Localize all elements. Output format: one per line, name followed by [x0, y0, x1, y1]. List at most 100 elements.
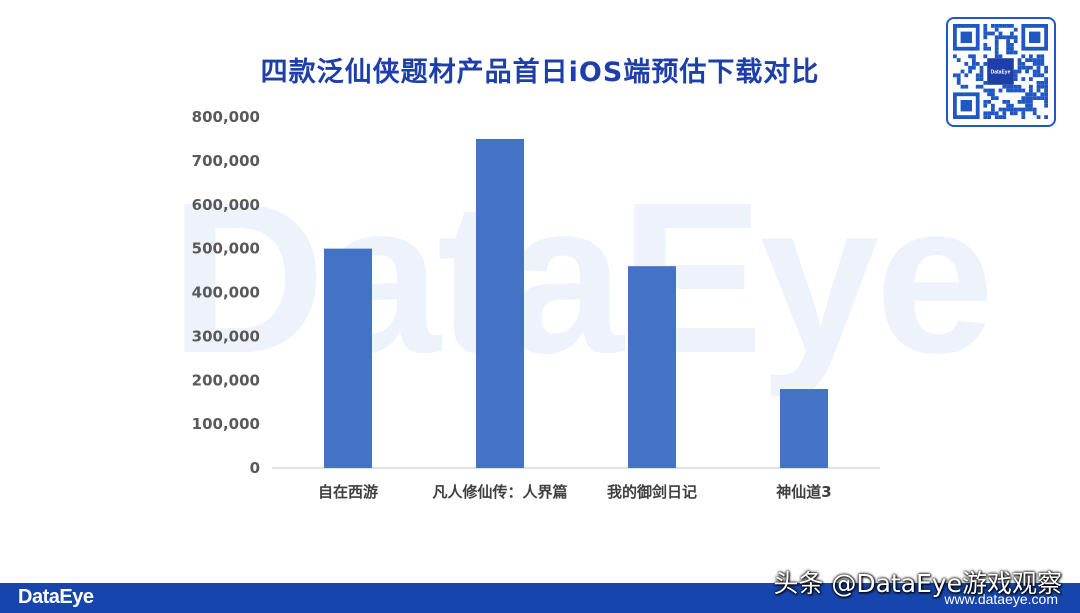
qr-module — [1017, 65, 1022, 70]
qr-module — [968, 54, 972, 59]
bar-chart: 0 100,000 200,000 300,000 400,000 500,000 600,… — [192, 108, 880, 501]
qr-module — [953, 54, 957, 59]
qr-module — [972, 54, 976, 59]
qr-module — [1013, 107, 1018, 112]
qr-module — [1036, 73, 1041, 78]
qr-module — [1021, 62, 1026, 66]
y-tick-label: 300,000 — [192, 327, 260, 345]
qr-module — [987, 46, 991, 51]
qr-module — [979, 73, 984, 78]
qr-module — [1021, 54, 1026, 59]
qr-module — [1010, 84, 1014, 89]
qr-module — [998, 115, 1003, 119]
qr-module — [1032, 73, 1037, 78]
qr-module — [1013, 88, 1018, 93]
qr-module — [1040, 81, 1045, 85]
qr-module — [1021, 115, 1026, 119]
qr-module — [972, 62, 976, 66]
qr-module — [1032, 62, 1037, 66]
qr-module — [956, 73, 961, 78]
qr-module — [964, 62, 969, 66]
qr-module — [1006, 103, 1010, 108]
qr-module — [1006, 43, 1010, 47]
qr-module — [991, 96, 995, 100]
qr-module — [983, 115, 988, 119]
qr-module — [994, 27, 999, 32]
qr-module — [1029, 65, 1033, 70]
qr-code-pattern: DataEye — [953, 24, 1048, 119]
qr-module — [1021, 65, 1026, 70]
qr-module — [972, 58, 976, 62]
qr-module — [953, 73, 957, 78]
qr-module — [1006, 46, 1010, 51]
qr-module — [1010, 35, 1014, 40]
qr-module — [983, 31, 988, 36]
qr-module — [1002, 111, 1007, 116]
y-tick-label: 700,000 — [192, 152, 260, 170]
qr-module — [1029, 103, 1033, 108]
qr-module — [1006, 35, 1010, 40]
qr-module — [1006, 84, 1010, 89]
qr-module — [1010, 50, 1014, 55]
qr-module — [1017, 62, 1022, 66]
qr-module — [998, 35, 1003, 40]
qr-module — [979, 65, 984, 70]
qr-module — [964, 84, 969, 89]
qr-module — [968, 65, 972, 70]
qr-module — [1025, 65, 1029, 70]
qr-module — [975, 84, 980, 89]
qr-module — [994, 54, 999, 59]
x-category-label: 神仙道3 — [776, 483, 831, 501]
qr-module — [1036, 62, 1041, 66]
x-category-label: 自在西游 — [318, 483, 378, 501]
qr-module — [1013, 84, 1018, 89]
qr-module — [1044, 100, 1048, 104]
qr-code: DataEye — [946, 17, 1056, 127]
qr-module — [994, 39, 999, 43]
qr-module — [1044, 96, 1048, 100]
qr-module — [1013, 73, 1018, 78]
x-category-label: 凡人修仙传：人界篇 — [432, 483, 567, 501]
footer-website: www.dataeye.com — [944, 591, 1058, 607]
footer-bar: DataEye www.dataeye.com — [0, 583, 1080, 613]
qr-module — [1040, 96, 1045, 100]
qr-module — [991, 103, 995, 108]
qr-module — [998, 88, 1003, 93]
x-category-label: 我的御剑日记 — [607, 483, 697, 501]
qr-module — [1032, 92, 1037, 97]
qr-module — [991, 111, 995, 116]
qr-module — [983, 81, 988, 85]
qr-module — [1036, 81, 1041, 85]
qr-module — [1017, 100, 1022, 104]
qr-module — [991, 31, 995, 36]
qr-module — [1013, 39, 1018, 43]
qr-module — [998, 31, 1003, 36]
qr-module — [983, 54, 988, 59]
qr-module — [1029, 84, 1033, 89]
y-tick-label: 100,000 — [192, 415, 260, 433]
qr-module — [1029, 92, 1033, 97]
chart-title: 四款泛仙侠题材产品首日iOS端预估下载对比 — [260, 57, 820, 88]
qr-module — [1036, 69, 1041, 74]
qr-module — [1013, 35, 1018, 40]
bar — [628, 266, 676, 468]
qr-module — [983, 111, 988, 116]
qr-module — [968, 69, 972, 74]
qr-module — [1006, 39, 1010, 43]
qr-module — [983, 62, 988, 66]
qr-module — [1002, 100, 1007, 104]
qr-module — [1029, 58, 1033, 62]
qr-module — [1010, 103, 1014, 108]
y-tick-label: 800,000 — [192, 108, 260, 126]
bar — [324, 248, 372, 468]
qr-module — [979, 69, 984, 74]
qr-module — [1044, 84, 1048, 89]
qr-module — [1025, 107, 1029, 112]
qr-module — [1029, 88, 1033, 93]
qr-module — [1002, 107, 1007, 112]
qr-module — [1044, 88, 1048, 93]
qr-module — [1036, 54, 1041, 59]
qr-module — [1006, 88, 1010, 93]
qr-module — [1044, 65, 1048, 70]
watermark: DataEye — [170, 157, 995, 398]
